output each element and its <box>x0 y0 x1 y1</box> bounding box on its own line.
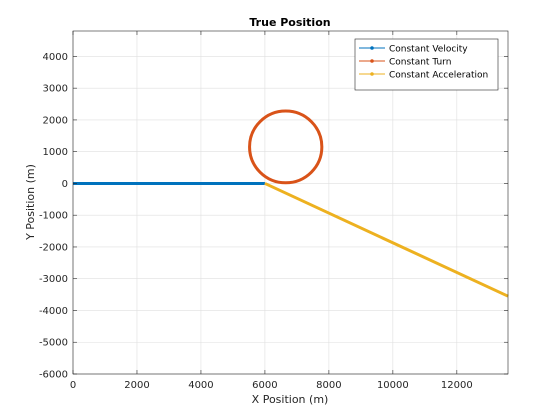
legend-marker-constant-turn <box>370 59 374 63</box>
x-tick-labels: 0 2000 4000 6000 8000 10000 12000 <box>70 380 473 391</box>
y-tick-label: -6000 <box>39 370 68 381</box>
y-tick-labels: -6000 -5000 -4000 -3000 -2000 -1000 0 1000 2000 3… <box>39 52 68 381</box>
legend: Constant Velocity Constant Turn Constant A… <box>354 38 499 91</box>
chart-title: True Position <box>249 16 330 29</box>
y-axis-label: Y Position (m) <box>24 164 37 241</box>
y-tick-label: 0 <box>62 179 68 190</box>
legend-label-constant-turn: Constant Turn <box>389 58 451 68</box>
y-tick-label: 4000 <box>43 52 68 63</box>
x-tick-label: 0 <box>70 380 76 391</box>
legend-marker-constant-velocity <box>370 46 374 50</box>
x-tick-label: 4000 <box>188 380 213 391</box>
legend-marker-constant-acceleration <box>370 72 374 76</box>
series-constant-turn <box>248 109 324 185</box>
x-tick-label: 2000 <box>124 380 149 391</box>
y-tick-label: -1000 <box>39 211 68 222</box>
x-tick-label: 12000 <box>441 380 473 391</box>
y-tick-label: -3000 <box>39 274 68 285</box>
y-tick-label: 3000 <box>43 84 68 95</box>
x-tick-label: 8000 <box>316 380 341 391</box>
x-tick-label: 6000 <box>252 380 277 391</box>
x-tick-label: 10000 <box>377 380 409 391</box>
legend-label-constant-acceleration: Constant Acceleration <box>389 71 488 81</box>
y-tick-label: -4000 <box>39 306 68 317</box>
y-tick-label: 2000 <box>43 115 68 126</box>
y-tick-label: -2000 <box>39 242 68 253</box>
y-tick-label: -5000 <box>39 338 68 349</box>
x-axis-label: X Position (m) <box>252 393 329 406</box>
axes-box <box>72 30 509 375</box>
tick-marks <box>72 31 508 375</box>
legend-label-constant-velocity: Constant Velocity <box>389 45 468 55</box>
y-tick-label: 1000 <box>43 147 68 158</box>
series-constant-acceleration <box>264 182 509 298</box>
series-layer <box>73 109 509 298</box>
